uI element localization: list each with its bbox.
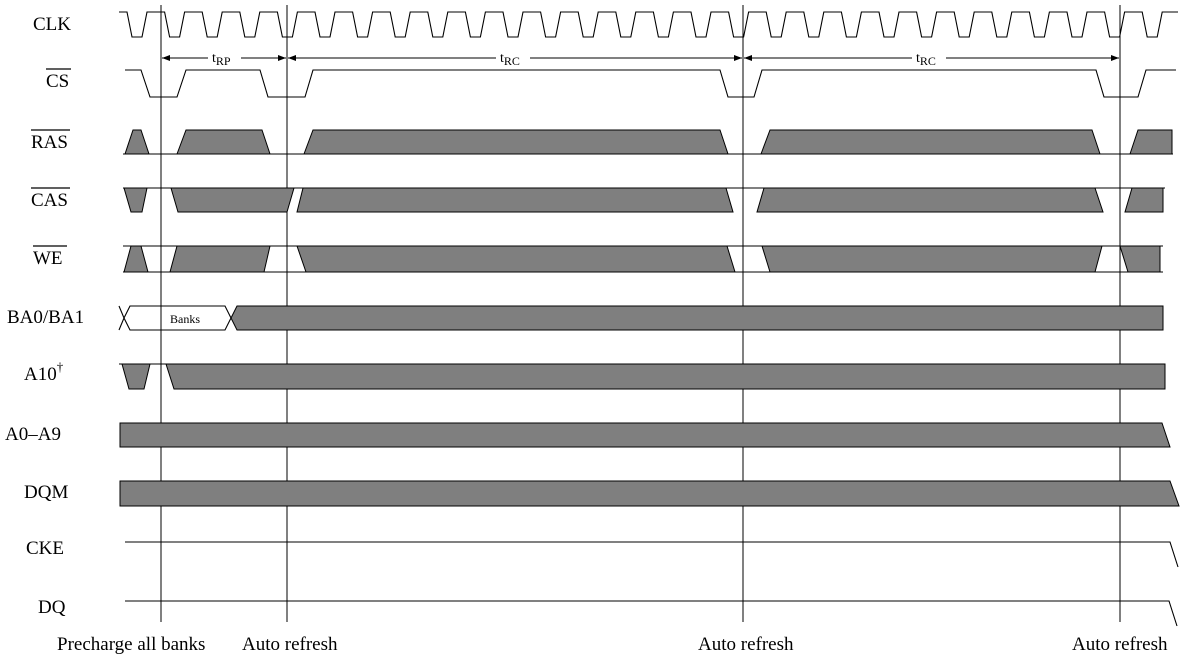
dqm-waveform [119,480,1180,507]
signal-label-dq: DQ [38,597,66,618]
signal-label-cke: CKE [26,538,64,559]
a10-waveform [119,363,1166,390]
cas-waveform [123,187,1165,213]
trc2-arrow: tRC [744,51,1119,68]
event-label-precharge: Precharge all banks [57,634,205,655]
signal-label-a10: A10† [24,359,64,385]
event-label-refresh3: Auto refresh [1072,634,1168,655]
event-labels: Precharge all banks Auto refresh Auto re… [57,634,1168,655]
a0-a9-waveform [119,422,1171,448]
signal-label-ras: RAS [31,132,68,153]
signal-label-dqm: DQM [24,482,68,503]
cs-waveform [125,69,1176,98]
event-label-refresh2: Auto refresh [698,634,794,655]
banks-label: Banks [170,312,200,326]
clk-waveform [119,11,1178,38]
signal-label-cs: CS [46,71,69,92]
trc1-label: tRC [500,51,520,68]
trc1-arrow: tRC [288,51,742,68]
ras-waveform [123,129,1173,155]
ba-waveform: Banks [118,305,1164,331]
clk-path [119,11,1178,38]
signal-labels: CLK CS RAS CAS WE BA0/BA1 A10† A0–A9 DQM… [5,14,84,618]
cke-waveform [125,541,1179,568]
trc2-label: tRC [916,51,936,68]
trp-label: tRP [212,51,231,68]
signal-label-ba: BA0/BA1 [7,307,84,328]
we-waveform [123,245,1163,273]
trp-arrow: tRP [162,51,286,68]
signal-label-cas: CAS [31,190,68,211]
signal-label-we: WE [33,248,63,269]
timing-arrows: tRP tRC tRC [162,51,1119,68]
signal-label-a0-a9: A0–A9 [5,424,61,445]
signal-label-clk: CLK [33,14,71,35]
event-label-refresh1: Auto refresh [242,634,338,655]
dq-waveform [125,600,1178,627]
